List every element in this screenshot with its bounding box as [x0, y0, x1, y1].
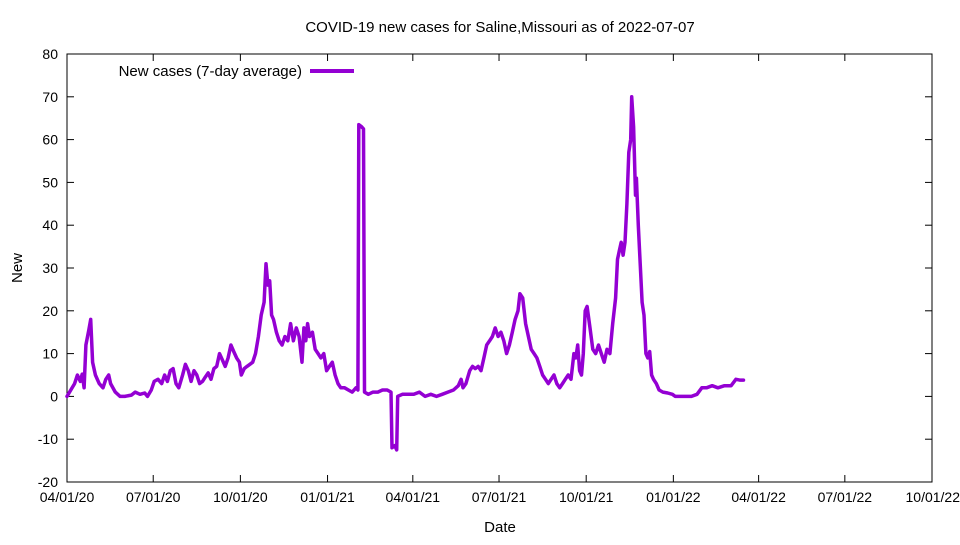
series-line — [67, 97, 744, 450]
x-tick-label: 07/01/22 — [818, 489, 873, 505]
y-tick-label: 20 — [42, 303, 58, 319]
y-tick-label: 0 — [50, 388, 58, 404]
y-tick-label: -20 — [38, 474, 58, 490]
y-axis: -20 -10 0 10 20 30 40 50 60 70 80 — [38, 46, 932, 490]
x-tick-label: 07/01/20 — [126, 489, 181, 505]
y-tick-label: -10 — [38, 431, 58, 447]
x-tick-label: 10/01/20 — [213, 489, 268, 505]
y-axis-title: New — [9, 253, 26, 283]
x-tick-label: 10/01/22 — [906, 489, 960, 505]
x-tick-label: 04/01/22 — [731, 489, 786, 505]
y-tick-label: 80 — [42, 46, 58, 62]
y-tick-label: 30 — [42, 260, 58, 276]
x-tick-label: 04/01/20 — [40, 489, 95, 505]
x-tick-label: 07/01/21 — [472, 489, 527, 505]
y-tick-label: 50 — [42, 174, 58, 190]
x-tick-label: 01/01/22 — [646, 489, 701, 505]
plot-frame — [67, 54, 932, 482]
y-tick-label: 40 — [42, 217, 58, 233]
x-axis-title: Date — [484, 519, 516, 536]
y-tick-label: 70 — [42, 89, 58, 105]
legend-label: New cases (7-day average) — [119, 63, 302, 80]
y-tick-label: 10 — [42, 346, 58, 362]
y-tick-label: 60 — [42, 132, 58, 148]
x-tick-label: 04/01/21 — [386, 489, 441, 505]
x-tick-label: 10/01/21 — [559, 489, 614, 505]
legend: New cases (7-day average) — [119, 63, 354, 80]
series-layer — [67, 97, 744, 450]
x-tick-label: 01/01/21 — [300, 489, 355, 505]
chart-title: COVID-19 new cases for Saline,Missouri a… — [305, 19, 694, 36]
x-axis: 04/01/20 07/01/20 10/01/20 01/01/21 04/01/21… — [40, 54, 960, 505]
